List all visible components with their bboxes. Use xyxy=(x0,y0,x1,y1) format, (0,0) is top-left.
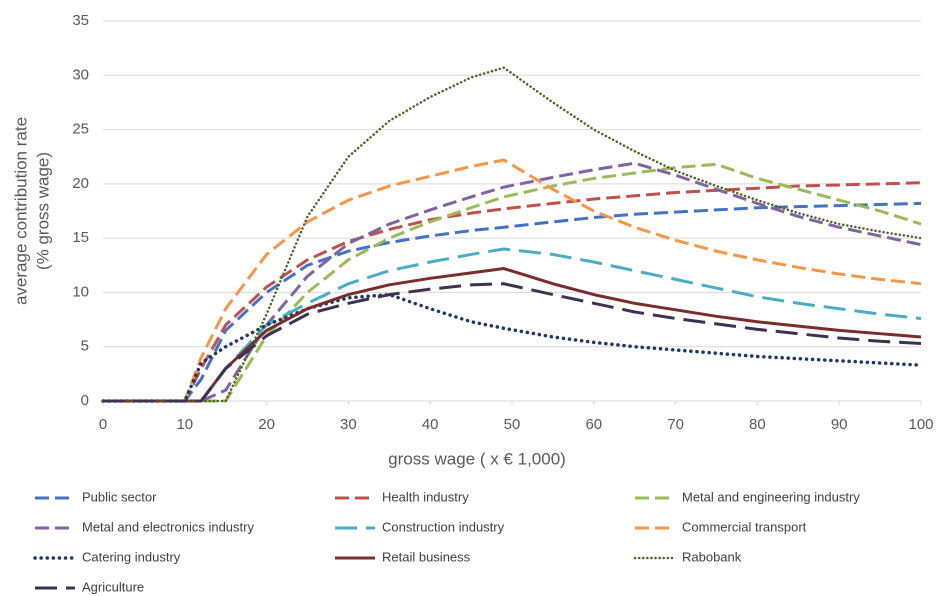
legend-label: Rabobank xyxy=(682,549,742,564)
series-line xyxy=(103,201,922,403)
legend-label: Commercial transport xyxy=(682,519,807,534)
y-tick-label: 0 xyxy=(81,392,89,409)
series-line xyxy=(103,158,922,403)
series-line xyxy=(103,181,922,403)
x-tick-label: 30 xyxy=(340,416,357,433)
x-tick-label: 40 xyxy=(422,416,439,433)
legend-label: Health industry xyxy=(382,489,469,504)
x-tick-label: 10 xyxy=(176,416,193,433)
x-tick-label: 70 xyxy=(667,416,684,433)
series-line xyxy=(103,267,922,403)
y-axis-label: (% gross wage) xyxy=(33,152,52,270)
x-tick-label: 20 xyxy=(258,416,275,433)
y-tick-label: 5 xyxy=(81,338,89,355)
legend-label: Catering industry xyxy=(82,549,181,564)
x-tick-label: 0 xyxy=(99,416,107,433)
series-line xyxy=(103,282,922,403)
series-line xyxy=(103,162,922,403)
legend-label: Metal and electronics industry xyxy=(82,519,254,534)
y-tick-label: 30 xyxy=(72,66,89,83)
legend-label: Construction industry xyxy=(382,519,505,534)
y-axis-label: average contribution rate xyxy=(11,117,30,305)
legend-label: Metal and engineering industry xyxy=(682,489,860,504)
x-axis-label: gross wage ( x € 1,000) xyxy=(388,449,566,468)
y-tick-label: 35 xyxy=(72,12,89,29)
series-line xyxy=(101,292,923,403)
series-line xyxy=(101,66,923,403)
legend-label: Agriculture xyxy=(82,579,144,594)
y-tick-label: 20 xyxy=(72,175,89,192)
y-tick-label: 25 xyxy=(72,121,89,138)
x-tick-label: 50 xyxy=(504,416,521,433)
series-line xyxy=(103,161,922,403)
legend-label: Retail business xyxy=(382,549,471,564)
y-tick-label: 15 xyxy=(72,229,89,246)
x-tick-label: 80 xyxy=(749,416,766,433)
legend-label: Public sector xyxy=(82,489,157,504)
x-tick-label: 60 xyxy=(585,416,602,433)
x-tick-label: 90 xyxy=(831,416,848,433)
x-tick-label: 100 xyxy=(908,416,933,433)
y-tick-label: 10 xyxy=(72,283,89,300)
